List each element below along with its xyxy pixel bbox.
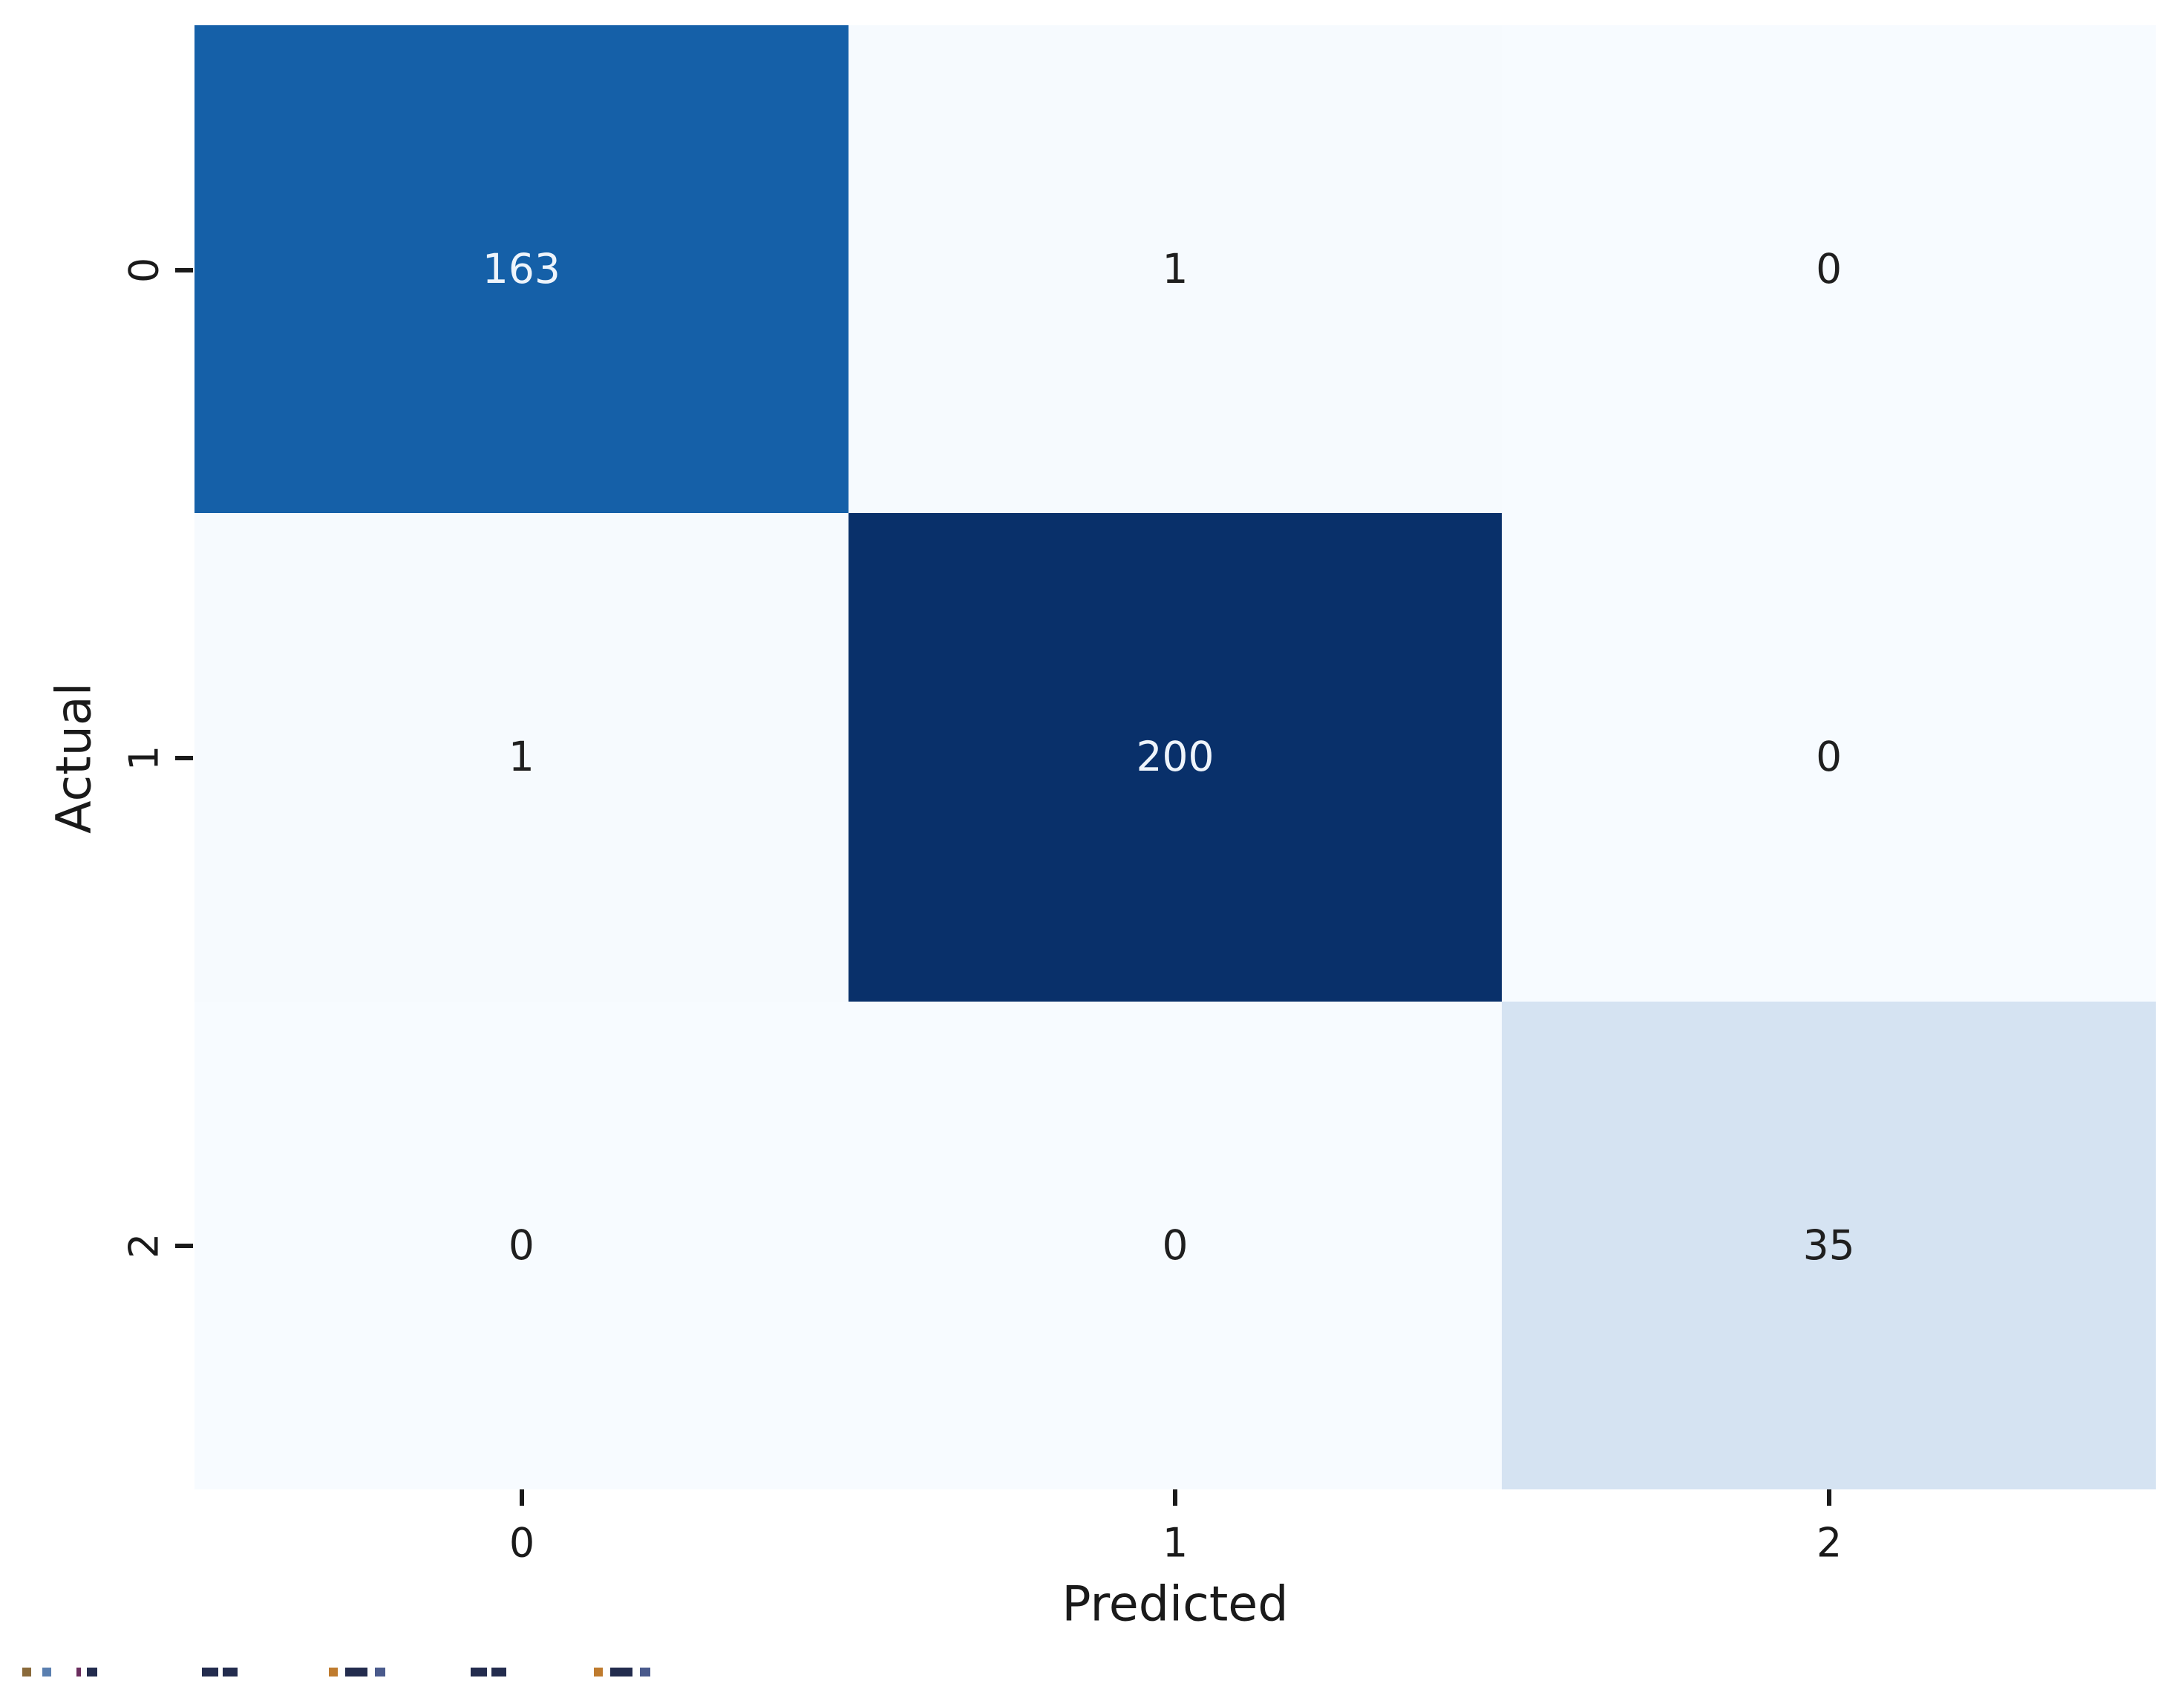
- cell-value: 0: [1816, 733, 1843, 781]
- x-tick-label-0: 0: [509, 1519, 535, 1567]
- clipped-glyph-fragment: [329, 1668, 338, 1676]
- y-tick-label-2: 2: [120, 1233, 168, 1259]
- cell-value: 0: [1162, 1221, 1189, 1269]
- cell-actual0-pred2: 0: [1502, 25, 2156, 514]
- cell-value: 0: [508, 1221, 534, 1269]
- y-tick-mark-0: [175, 268, 193, 272]
- clipped-glyph-fragment: [610, 1668, 632, 1676]
- x-tick-label-2: 2: [1816, 1519, 1843, 1567]
- clipped-glyph-fragment: [491, 1668, 506, 1676]
- cell-actual1-pred0: 1: [194, 513, 849, 1002]
- clipped-text-fragment: [0, 1668, 2184, 1678]
- x-tick-mark-1: [1173, 1489, 1177, 1506]
- cell-value: 35: [1802, 1221, 1855, 1269]
- y-tick-label-1: 1: [120, 745, 168, 771]
- clipped-glyph-fragment: [345, 1668, 367, 1676]
- clipped-glyph-fragment: [471, 1668, 487, 1676]
- x-tick-label-1: 1: [1162, 1519, 1189, 1567]
- heatmap-plot-area: 163 1 0 1 200 0 0 0 35: [194, 25, 2156, 1489]
- cell-value: 0: [1816, 245, 1843, 293]
- x-tick-mark-0: [520, 1489, 524, 1506]
- cell-actual0-pred0: 163: [194, 25, 849, 514]
- x-tick-mark-2: [1827, 1489, 1831, 1506]
- cell-actual2-pred0: 0: [194, 1001, 849, 1489]
- cell-actual1-pred2: 0: [1502, 513, 2156, 1002]
- cell-value: 1: [508, 733, 534, 781]
- clipped-glyph-fragment: [594, 1668, 603, 1676]
- cell-actual2-pred1: 0: [848, 1001, 1503, 1489]
- clipped-glyph-fragment: [202, 1668, 218, 1676]
- y-axis-label: Actual: [46, 682, 102, 834]
- cell-value: 200: [1136, 733, 1214, 781]
- clipped-glyph-fragment: [42, 1668, 51, 1676]
- clipped-glyph-fragment: [640, 1668, 650, 1676]
- clipped-glyph-fragment: [375, 1668, 385, 1676]
- clipped-glyph-fragment: [87, 1668, 97, 1676]
- y-tick-label-0: 0: [120, 257, 168, 284]
- clipped-glyph-fragment: [22, 1668, 31, 1676]
- cell-actual2-pred2: 35: [1502, 1001, 2156, 1489]
- cell-value: 1: [1162, 245, 1189, 293]
- clipped-glyph-fragment: [223, 1668, 238, 1676]
- clipped-glyph-fragment: [76, 1668, 81, 1676]
- x-axis-label: Predicted: [1062, 1576, 1289, 1633]
- y-tick-mark-2: [175, 1244, 193, 1248]
- cell-actual0-pred1: 1: [848, 25, 1503, 514]
- cell-value: 163: [482, 245, 560, 293]
- y-tick-mark-1: [175, 756, 193, 760]
- cell-actual1-pred1: 200: [848, 513, 1503, 1002]
